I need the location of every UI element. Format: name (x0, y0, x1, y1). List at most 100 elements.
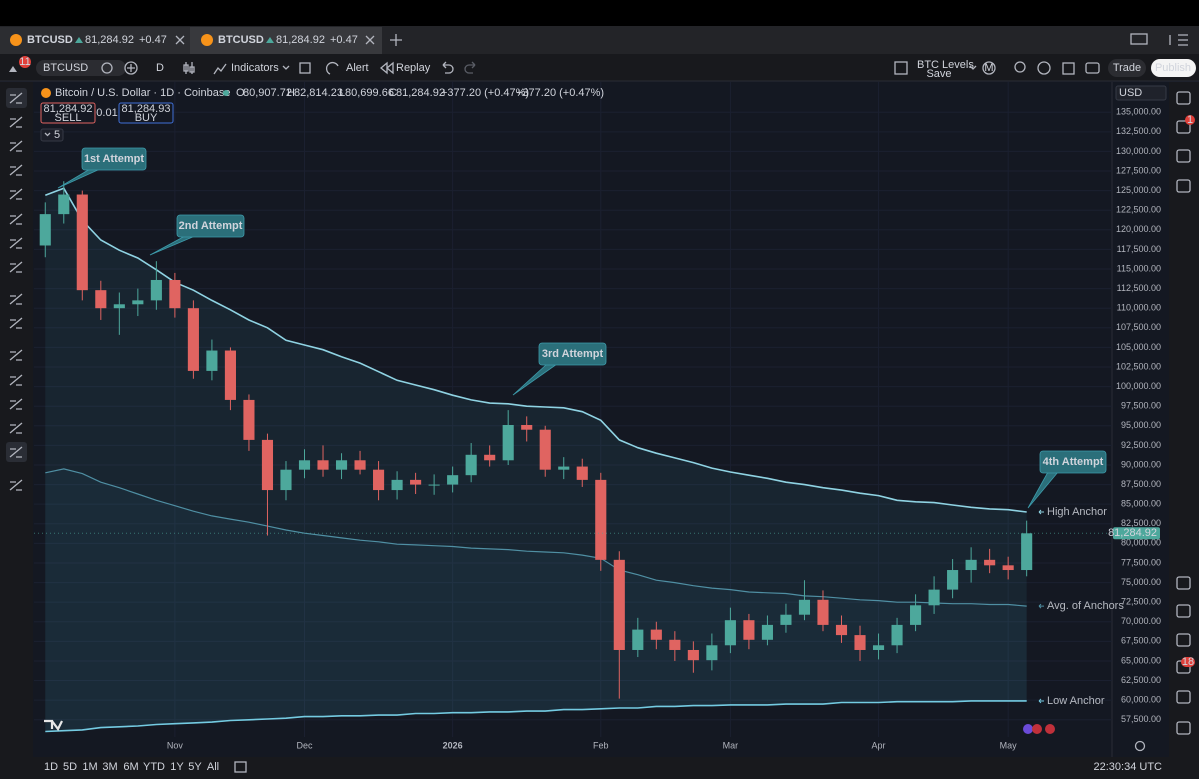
tool-icon[interactable] (9, 116, 23, 128)
range-button[interactable]: All (207, 761, 219, 773)
range-button[interactable]: 1M (82, 761, 97, 773)
layout-icon[interactable] (1130, 33, 1148, 45)
widget-icon[interactable] (1176, 179, 1191, 193)
menu-icon[interactable] (9, 66, 17, 72)
event-icon[interactable] (1045, 724, 1055, 734)
snapshot-icon[interactable] (1085, 62, 1100, 74)
close-tab-icon[interactable] (175, 35, 185, 45)
symbol: BTCUSD (43, 62, 88, 74)
interval[interactable]: D (156, 62, 164, 74)
tab[interactable] (0, 27, 190, 54)
widget-icon[interactable] (1176, 721, 1191, 735)
date-range-icon[interactable] (234, 761, 247, 773)
event-icon[interactable] (1032, 724, 1042, 734)
tool-icon[interactable] (9, 164, 23, 176)
widget-icon[interactable] (1176, 91, 1191, 105)
tool-icon[interactable] (9, 317, 23, 329)
currency-select[interactable] (1115, 85, 1167, 101)
layout-icon[interactable] (894, 61, 908, 75)
candle-body (58, 194, 70, 215)
new-tab-icon[interactable] (390, 34, 402, 46)
tool-icon[interactable] (9, 398, 23, 410)
tool-icon[interactable] (9, 213, 23, 225)
candle-body (187, 308, 199, 371)
range-button[interactable]: 5D (63, 761, 77, 773)
widget-icon[interactable] (1176, 690, 1191, 704)
chevron-icon[interactable] (969, 65, 977, 70)
widget-icon[interactable] (1176, 120, 1191, 134)
tool-icon[interactable] (9, 479, 23, 491)
widget-icon[interactable] (1176, 604, 1191, 618)
tool-icon[interactable] (9, 92, 23, 104)
candle-body (910, 605, 922, 625)
settings-icon[interactable] (1037, 61, 1051, 75)
range-button[interactable]: 3M (102, 761, 117, 773)
sell-button[interactable] (40, 102, 96, 124)
candle-body (95, 290, 107, 309)
range-button[interactable]: 5Y (188, 761, 202, 773)
toolbar (0, 54, 1199, 81)
tv-logo (44, 719, 63, 732)
tool-icon[interactable] (9, 349, 23, 361)
indicators-button[interactable]: Indicators (231, 62, 279, 74)
tool-icon[interactable] (9, 374, 23, 386)
add-icon (127, 64, 135, 72)
y-tick-label: 85,000.00 (1121, 499, 1161, 509)
search-icon[interactable] (1014, 61, 1026, 73)
candle-body (224, 350, 236, 400)
range-button[interactable]: 1D (44, 761, 58, 773)
candle-body (558, 466, 570, 470)
tool-icon[interactable] (9, 422, 23, 434)
range-button[interactable]: 1Y (170, 761, 184, 773)
x-tick-label: Apr (872, 740, 886, 750)
candle-body (113, 304, 125, 309)
band-fill (45, 188, 1027, 732)
annotation: 1st Attempt (84, 153, 144, 165)
alert-icon[interactable] (326, 62, 339, 75)
compare-icon[interactable] (101, 62, 113, 74)
candle-body (947, 570, 959, 590)
account-icon[interactable] (982, 61, 996, 75)
redo-icon[interactable] (464, 61, 476, 74)
replay-button[interactable]: Replay (396, 62, 431, 74)
tool-icon[interactable] (9, 293, 23, 305)
chart-type-icon[interactable] (183, 62, 195, 74)
close-tab-icon[interactable] (365, 35, 375, 45)
y-tick-label: 115,000.00 (1117, 263, 1161, 273)
tool-icon[interactable] (9, 140, 23, 152)
undo-icon[interactable] (442, 61, 454, 74)
replay-icon[interactable] (379, 61, 394, 75)
chevron-icon[interactable] (282, 65, 290, 70)
x-tick-label: Dec (296, 740, 313, 750)
layout-name[interactable]: BTC Levels (917, 59, 974, 71)
add-icon[interactable] (124, 61, 138, 75)
y-tick-label: 95,000.00 (1121, 420, 1161, 430)
widget-icon[interactable] (1176, 149, 1191, 163)
fullscreen-icon[interactable] (1062, 62, 1075, 75)
event-icon[interactable] (1023, 724, 1033, 734)
range-button[interactable]: 6M (123, 761, 138, 773)
candle-body (169, 279, 181, 309)
range-button[interactable]: YTD (143, 761, 165, 773)
candle-body (335, 460, 348, 470)
buy-button[interactable] (118, 102, 174, 124)
tool-icon[interactable] (9, 188, 23, 200)
axis-settings-icon[interactable] (1134, 740, 1146, 752)
publish-button[interactable] (1151, 59, 1196, 77)
tool-icon[interactable] (9, 261, 23, 273)
indicators-toggle[interactable] (40, 128, 64, 142)
badge-count: 11 (19, 56, 30, 68)
trade-button[interactable] (1108, 59, 1146, 77)
menu-icon[interactable] (1169, 34, 1188, 46)
alert-button[interactable]: Alert (346, 62, 369, 74)
y-tick-label: 105,000.00 (1116, 342, 1161, 352)
widget-icon[interactable] (1176, 576, 1191, 590)
tool-icon[interactable] (9, 237, 23, 249)
tab[interactable] (190, 27, 382, 54)
templates-icon[interactable] (299, 62, 311, 74)
widget-icon[interactable] (1176, 633, 1191, 647)
indicators-icon[interactable] (213, 63, 227, 75)
x-tick-label: 2026 (443, 740, 463, 750)
tool-icon[interactable] (9, 446, 23, 458)
